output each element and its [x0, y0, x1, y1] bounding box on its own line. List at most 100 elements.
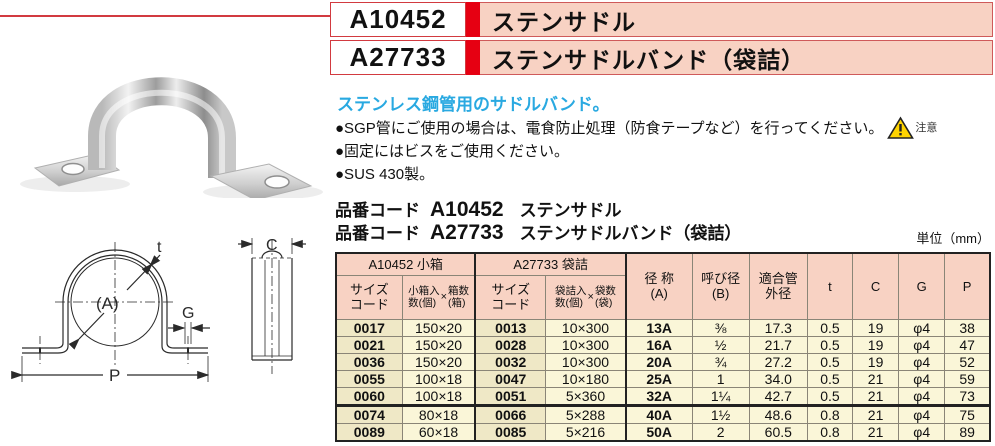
- cell-bag-qty: 10×300: [545, 352, 627, 371]
- cell-nominal: ⅜: [691, 318, 750, 337]
- cell-diameter: 13A: [625, 318, 693, 337]
- technical-drawing: t (A) G P C: [0, 210, 330, 446]
- diagram-label-a: (A): [96, 294, 119, 313]
- sub-header-box-qty: 小箱入 数(個) × 箱数 (箱): [401, 274, 477, 320]
- box-qty-x: ×: [440, 291, 448, 303]
- sub-header-size-code-bag: サイズ コード: [474, 274, 547, 320]
- cell-g: φ4: [898, 318, 946, 337]
- cell-nominal: ¾: [691, 352, 750, 371]
- cell-c: 21: [851, 369, 900, 388]
- cell-diameter: 50A: [625, 422, 693, 442]
- product-name-2: ステンサドルバンド（袋詰）: [480, 40, 993, 75]
- bullet-2-text: ●固定にはビスをご使用ください。: [335, 143, 570, 160]
- cell-p: 89: [944, 422, 991, 442]
- product-header-row-1: A10452 ステンサドル: [330, 2, 993, 37]
- cell-diameter: 20A: [625, 352, 693, 371]
- cell-diameter: 32A: [625, 386, 693, 406]
- diagram-label-g: G: [182, 305, 194, 322]
- size-code-bag-l1: サイズ: [491, 282, 531, 297]
- product-name-1: ステンサドル: [480, 2, 993, 37]
- cell-nominal: 1¼: [691, 386, 750, 406]
- bullet-2: ●固定にはビスをご使用ください。: [335, 140, 937, 163]
- cell-g: φ4: [898, 335, 946, 354]
- cell-c: 19: [851, 318, 900, 337]
- cell-size-code-box: 0089: [335, 422, 403, 442]
- red-bar-2: [466, 40, 480, 75]
- cell-size-code-box: 0036: [335, 352, 403, 371]
- cell-box-qty: 100×18: [401, 386, 477, 406]
- cell-pipe-od: 42.7: [748, 386, 808, 406]
- cell-diameter: 16A: [625, 335, 693, 354]
- cell-t: 0.8: [806, 422, 854, 442]
- pn-code-2: A27733: [430, 221, 504, 244]
- cell-box-qty: 80×18: [401, 403, 477, 424]
- cell-nominal: 1½: [691, 403, 750, 424]
- part-number-lines: 品番コード A10452 ステンサドル 品番コード A27733 ステンサドルバ…: [335, 196, 741, 244]
- col-header-nominal: 呼び径 (B): [691, 252, 750, 320]
- cell-nominal: 1: [691, 369, 750, 388]
- lead-text: ステンレス鋼管用のサドルバンド。: [337, 95, 610, 114]
- warning-label: 注意: [915, 122, 938, 134]
- cell-c: 21: [851, 386, 900, 406]
- pn-code-1: A10452: [430, 198, 504, 221]
- cell-t: 0.5: [806, 335, 854, 354]
- box-qty-d: (箱): [448, 297, 466, 309]
- cell-p: 75: [944, 403, 991, 424]
- cell-box-qty: 150×20: [401, 335, 477, 354]
- warning-triangle-icon: [887, 116, 915, 139]
- col-header-nominal-l2: (B): [711, 286, 730, 302]
- cell-t: 0.8: [806, 403, 854, 424]
- cell-bag-qty: 10×180: [545, 369, 627, 388]
- box-qty-a: 小箱入: [408, 285, 440, 297]
- bag-qty-b: 数(個): [555, 297, 583, 309]
- product-code-1: A10452: [330, 2, 466, 37]
- size-code-l1: サイズ: [350, 282, 389, 297]
- col-header-p: P: [944, 252, 991, 320]
- cell-g: φ4: [898, 369, 946, 388]
- bag-qty-c: 袋数: [594, 285, 616, 297]
- cell-nominal: ½: [691, 335, 750, 354]
- cell-pipe-od: 27.2: [748, 352, 808, 371]
- cell-t: 0.5: [806, 352, 854, 371]
- product-photo: [5, 18, 327, 201]
- table-row: 0089 60×18 0085 5×216 50A 2 60.5 0.8 21 …: [335, 422, 991, 442]
- cell-bag-qty: 5×216: [545, 422, 627, 442]
- box-qty-b: 数(個): [408, 297, 437, 309]
- group-header-bag: A27733 袋詰: [474, 252, 627, 276]
- cell-box-qty: 150×20: [401, 318, 477, 337]
- col-header-t: t: [806, 252, 854, 320]
- product-code-2: A27733: [330, 40, 466, 75]
- col-header-diameter: 径 称 (A): [625, 252, 693, 320]
- bullet-3-text: ●SUS 430製。: [335, 166, 435, 183]
- cell-c: 21: [851, 403, 900, 424]
- cell-size-code-bag: 0085: [474, 422, 547, 442]
- bag-qty-x: ×: [587, 291, 594, 303]
- cell-size-code-box: 0021: [335, 335, 403, 354]
- box-qty-c: 箱数: [448, 285, 470, 297]
- pn-prefix-1: 品番コード: [335, 201, 420, 220]
- product-header: A10452 ステンサドル A27733 ステンサドルバンド（袋詰）: [330, 2, 993, 78]
- part-number-line-2: 品番コード A27733 ステンサドルバンド（袋詰）: [335, 219, 741, 244]
- col-header-diameter-l1: 径 称: [644, 271, 674, 287]
- bullet-1: ●SGP管にご使用の場合は、電食防止処理（防食テープなど）を行ってください。 注…: [335, 116, 937, 140]
- cell-pipe-od: 17.3: [748, 318, 808, 337]
- cell-t: 0.5: [806, 369, 854, 388]
- cell-size-code-box: 0074: [335, 403, 403, 424]
- cell-p: 47: [944, 335, 991, 354]
- cell-size-code-bag: 0051: [474, 386, 547, 406]
- saddle-clamp-photo: [20, 77, 323, 201]
- warning: 注意: [887, 116, 937, 140]
- cell-pipe-od: 34.0: [748, 369, 808, 388]
- cell-t: 0.5: [806, 318, 854, 337]
- cell-g: φ4: [898, 403, 946, 424]
- group-header-box: A10452 小箱: [335, 252, 477, 276]
- cell-bag-qty: 5×360: [545, 386, 627, 406]
- cell-bag-qty: 10×300: [545, 318, 627, 337]
- col-header-g: G: [898, 252, 946, 320]
- bullet-3: ●SUS 430製。: [335, 163, 937, 186]
- pn-prefix-2: 品番コード: [335, 224, 420, 243]
- cell-size-code-box: 0017: [335, 318, 403, 337]
- cell-c: 21: [851, 422, 900, 442]
- diagram-label-p: P: [109, 366, 120, 385]
- bullet-list: ●SGP管にご使用の場合は、電食防止処理（防食テープなど）を行ってください。 注…: [335, 116, 937, 186]
